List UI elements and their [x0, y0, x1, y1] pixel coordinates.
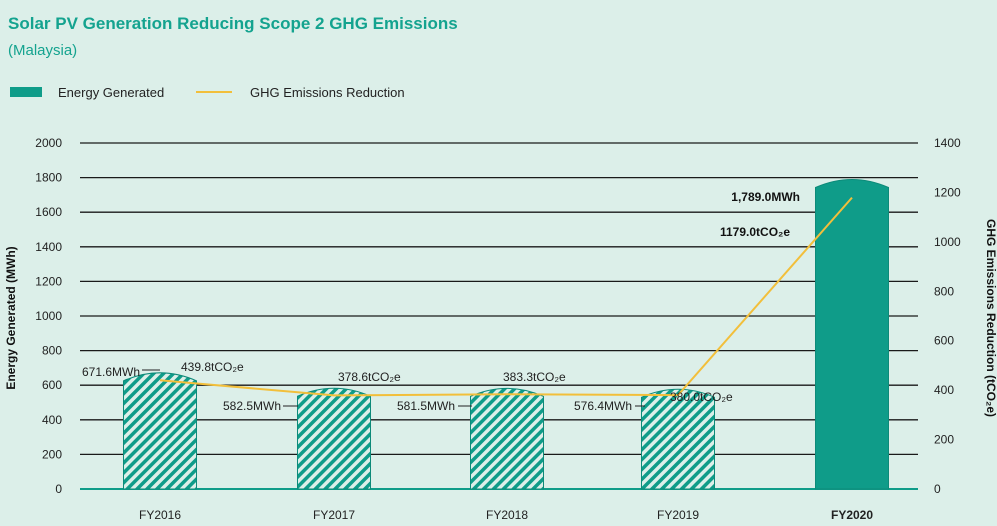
- left-tick-label: 2000: [35, 136, 62, 150]
- bar-value-label: 581.5MWh: [397, 399, 455, 413]
- x-label-fy2018: FY2018: [486, 508, 528, 522]
- left-tick-label: 600: [42, 378, 62, 392]
- right-tick-label: 600: [934, 334, 954, 348]
- x-label-fy2017: FY2017: [313, 508, 355, 522]
- bars: [123, 179, 889, 490]
- chart-subtitle: (Malaysia): [8, 42, 78, 59]
- ghg-emissions-line: [159, 196, 853, 397]
- legend-label-ghg: GHG Emissions Reduction: [250, 85, 405, 100]
- right-tick-label: 200: [934, 433, 954, 447]
- x-label-fy2020: FY2020: [831, 508, 873, 522]
- left-tick-label: 0: [55, 482, 62, 496]
- bar-fy2018: [470, 387, 544, 490]
- chart-title: Solar PV Generation Reducing Scope 2 GHG…: [8, 14, 458, 33]
- bar-fy2016: [123, 372, 197, 490]
- bar-value-label: 671.6MWh: [82, 365, 140, 379]
- right-axis-ticks: 0 200 400 600 800 1000 1200 1400: [934, 136, 961, 496]
- left-tick-label: 1000: [35, 309, 62, 323]
- legend-label-energy: Energy Generated: [58, 85, 164, 100]
- x-label-fy2019: FY2019: [657, 508, 699, 522]
- left-axis-title: Energy Generated (MWh): [4, 246, 18, 389]
- bar-value-label: 582.5MWh: [223, 399, 281, 413]
- right-tick-label: 1200: [934, 185, 961, 199]
- ghg-line: [159, 196, 853, 397]
- right-axis-title: GHG Emissions Reduction (tCO₂e): [984, 219, 997, 417]
- x-label-fy2016: FY2016: [139, 508, 181, 522]
- legend: Energy Generated GHG Emissions Reduction: [10, 85, 405, 100]
- line-value-label: 378.6tCO₂e: [338, 370, 401, 384]
- line-value-label: 439.8tCO₂e: [181, 360, 244, 374]
- right-tick-label: 400: [934, 383, 954, 397]
- right-tick-label: 1400: [934, 136, 961, 150]
- line-value-label: 380.0tCO₂e: [670, 390, 733, 404]
- line-value-label: 383.3tCO₂e: [503, 370, 566, 384]
- bar-value-labels: 671.6MWh 582.5MWh 581.5MWh 576.4MWh 1,789.0M…: [82, 190, 800, 413]
- line-value-label: 1179.0tCO₂e: [720, 225, 790, 239]
- left-tick-label: 1600: [35, 205, 62, 219]
- bar-fy2019: [641, 388, 715, 490]
- left-tick-label: 1800: [35, 171, 62, 185]
- x-axis-labels: FY2016 FY2017 FY2018 FY2019 FY2020: [139, 508, 873, 522]
- bar-fy2020: [815, 179, 889, 490]
- left-tick-label: 1200: [35, 274, 62, 288]
- legend-swatch-energy: [10, 87, 42, 97]
- line-value-labels: 439.8tCO₂e 378.6tCO₂e 383.3tCO₂e 380.0tCO₂e…: [181, 225, 790, 404]
- right-tick-label: 0: [934, 482, 941, 496]
- left-tick-label: 800: [42, 344, 62, 358]
- bar-value-label: 1,789.0MWh: [731, 190, 800, 204]
- left-tick-label: 200: [42, 447, 62, 461]
- bar-value-label: 576.4MWh: [574, 399, 632, 413]
- left-tick-label: 400: [42, 413, 62, 427]
- right-tick-label: 1000: [934, 235, 961, 249]
- bar-fy2017: [297, 387, 371, 490]
- right-tick-label: 800: [934, 284, 954, 298]
- left-tick-label: 1400: [35, 240, 62, 254]
- left-axis-ticks: 0 200 400 600 800 1000 1200 1400 1600 1800 2000: [35, 136, 62, 496]
